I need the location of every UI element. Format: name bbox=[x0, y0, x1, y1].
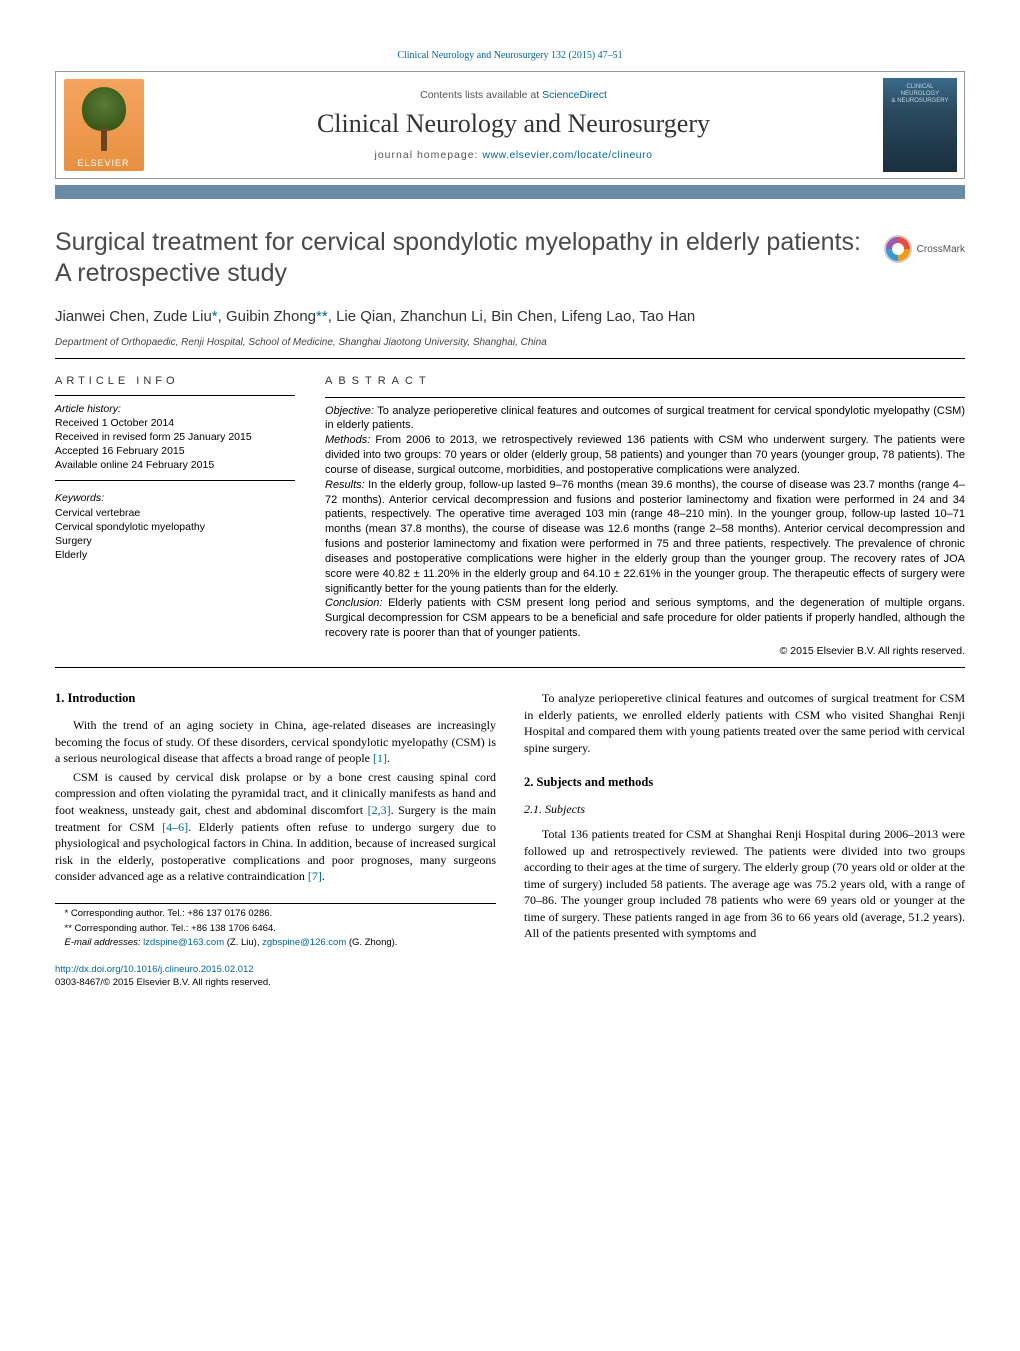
journal-ref-link[interactable]: Clinical Neurology and Neurosurgery 132 … bbox=[397, 50, 622, 61]
elsevier-tree-icon: ELSEVIER bbox=[64, 79, 144, 171]
author: Bin Chen bbox=[491, 308, 553, 325]
journal-reference: Clinical Neurology and Neurosurgery 132 … bbox=[55, 50, 965, 61]
author: Lifeng Lao bbox=[561, 308, 631, 325]
doi-block: http://dx.doi.org/10.1016/j.clineuro.201… bbox=[55, 964, 496, 989]
abs-methods: From 2006 to 2013, we retrospectively re… bbox=[325, 434, 965, 476]
article-info-heading: article info bbox=[55, 375, 295, 387]
footnote-corr1: * Corresponding author. Tel.: +86 137 01… bbox=[55, 908, 496, 921]
intro-para-2: CSM is caused by cervical disk prolapse … bbox=[55, 769, 496, 885]
abs-methods-label: Methods: bbox=[325, 434, 370, 446]
separator bbox=[55, 667, 965, 668]
abs-conclusion: Elderly patients with CSM present long p… bbox=[325, 597, 965, 639]
homepage-link[interactable]: www.elsevier.com/locate/clineuro bbox=[482, 149, 652, 161]
author: Tao Han bbox=[639, 308, 695, 325]
keyword: Surgery bbox=[55, 534, 295, 548]
header-middle: Contents lists available at ScienceDirec… bbox=[151, 72, 876, 178]
contents-prefix: Contents lists available at bbox=[420, 89, 542, 101]
abs-objective-label: Objective: bbox=[325, 405, 374, 417]
body-col-left: 1. Introduction With the trend of an agi… bbox=[55, 690, 496, 989]
citation-link[interactable]: [4–6] bbox=[162, 820, 188, 834]
footnote-emails: E-mail addresses: lzdspine@163.com (Z. L… bbox=[55, 937, 496, 950]
author: Guibin Zhong** bbox=[226, 308, 328, 325]
keyword: Elderly bbox=[55, 548, 295, 562]
corr-mark[interactable]: * bbox=[212, 308, 218, 325]
separator bbox=[55, 395, 295, 396]
separator bbox=[325, 397, 965, 398]
history-label: Article history: bbox=[55, 402, 295, 416]
subjects-para-1: Total 136 patients treated for CSM at Sh… bbox=[524, 826, 965, 942]
subsection-heading-subjects: 2.1. Subjects bbox=[524, 801, 965, 818]
text: (Z. Liu), bbox=[224, 937, 262, 948]
text: . bbox=[387, 751, 390, 765]
issn-copyright: 0303-8467/© 2015 Elsevier B.V. All right… bbox=[55, 977, 271, 988]
history-revised: Received in revised form 25 January 2015 bbox=[55, 430, 295, 444]
cover-line: & NEUROSURGERY bbox=[892, 98, 949, 105]
footnotes: * Corresponding author. Tel.: +86 137 01… bbox=[55, 903, 496, 950]
text: . bbox=[322, 869, 325, 883]
journal-cover-icon: CLINICAL NEUROLOGY & NEUROSURGERY bbox=[883, 78, 957, 172]
abs-objective: To analyze perioperetive clinical featur… bbox=[325, 405, 965, 432]
article-title: Surgical treatment for cervical spondylo… bbox=[55, 227, 864, 290]
crossmark-icon bbox=[884, 235, 912, 263]
body-col-right: To analyze perioperetive clinical featur… bbox=[524, 690, 965, 989]
author: Zude Liu* bbox=[153, 308, 217, 325]
sciencedirect-link[interactable]: ScienceDirect bbox=[542, 89, 607, 101]
abstract-heading: abstract bbox=[325, 375, 965, 387]
corr-mark[interactable]: ** bbox=[316, 308, 328, 325]
cover-thumb-box: CLINICAL NEUROLOGY & NEUROSURGERY bbox=[876, 72, 964, 178]
crossmark-label: CrossMark bbox=[917, 244, 965, 255]
publisher-logo-box: ELSEVIER bbox=[56, 72, 151, 178]
keywords-label: Keywords: bbox=[55, 491, 295, 505]
doi-link[interactable]: http://dx.doi.org/10.1016/j.clineuro.201… bbox=[55, 964, 254, 975]
citation-link[interactable]: [2,3] bbox=[368, 803, 391, 817]
history-online: Available online 24 February 2015 bbox=[55, 458, 295, 472]
citation-link[interactable]: [1] bbox=[373, 751, 387, 765]
cover-line: CLINICAL bbox=[906, 84, 933, 91]
abs-results: In the elderly group, follow-up lasted 9… bbox=[325, 479, 965, 595]
keyword: Cervical spondylotic myelopathy bbox=[55, 520, 295, 534]
homepage-line: journal homepage: www.elsevier.com/locat… bbox=[375, 149, 653, 161]
abstract-body: Objective: To analyze perioperetive clin… bbox=[325, 404, 965, 642]
article-info-block: article info Article history: Received 1… bbox=[55, 375, 295, 658]
intro-para-1: With the trend of an aging society in Ch… bbox=[55, 717, 496, 767]
section-heading-intro: 1. Introduction bbox=[55, 690, 496, 707]
intro-para-3: To analyze perioperetive clinical featur… bbox=[524, 690, 965, 756]
author: Lie Qian bbox=[336, 308, 392, 325]
crossmark-badge[interactable]: CrossMark bbox=[884, 235, 965, 263]
email-link[interactable]: zgbspine@126.com bbox=[262, 937, 346, 948]
journal-header: ELSEVIER Contents lists available at Sci… bbox=[55, 71, 965, 179]
author: Zhanchun Li bbox=[400, 308, 483, 325]
contents-line: Contents lists available at ScienceDirec… bbox=[420, 89, 607, 101]
separator bbox=[55, 480, 295, 481]
history-received: Received 1 October 2014 bbox=[55, 416, 295, 430]
abstract-block: abstract Objective: To analyze periopere… bbox=[325, 375, 965, 658]
elsevier-label: ELSEVIER bbox=[77, 158, 129, 171]
footnote-corr2: ** Corresponding author. Tel.: +86 138 1… bbox=[55, 923, 496, 936]
keyword: Cervical vertebrae bbox=[55, 506, 295, 520]
authors-list: Jianwei Chen, Zude Liu*, Guibin Zhong**,… bbox=[55, 306, 965, 327]
section-heading-methods: 2. Subjects and methods bbox=[524, 774, 965, 791]
email-label: E-mail addresses: bbox=[65, 937, 144, 948]
homepage-prefix: journal homepage: bbox=[375, 149, 483, 161]
affiliation: Department of Orthopaedic, Renji Hospita… bbox=[55, 337, 965, 348]
journal-name: Clinical Neurology and Neurosurgery bbox=[317, 109, 710, 139]
author: Jianwei Chen bbox=[55, 308, 145, 325]
email-link[interactable]: lzdspine@163.com bbox=[143, 937, 224, 948]
text: With the trend of an aging society in Ch… bbox=[55, 718, 496, 765]
separator bbox=[55, 358, 965, 359]
abs-results-label: Results: bbox=[325, 479, 365, 491]
history-accepted: Accepted 16 February 2015 bbox=[55, 444, 295, 458]
abs-conclusion-label: Conclusion: bbox=[325, 597, 382, 609]
body-columns: 1. Introduction With the trend of an agi… bbox=[55, 690, 965, 989]
text: (G. Zhong). bbox=[346, 937, 397, 948]
cover-line: NEUROLOGY bbox=[901, 91, 939, 98]
abstract-copyright: © 2015 Elsevier B.V. All rights reserved… bbox=[325, 645, 965, 657]
citation-link[interactable]: [7] bbox=[308, 869, 322, 883]
color-bar bbox=[55, 185, 965, 199]
